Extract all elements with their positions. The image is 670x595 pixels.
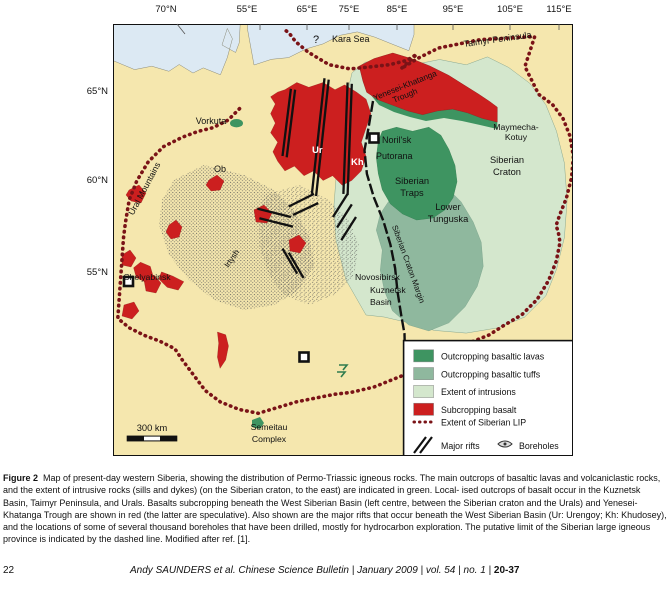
svg-text:115°E: 115°E bbox=[546, 4, 571, 15]
svg-text:70°N: 70°N bbox=[155, 4, 176, 15]
svg-text:95°E: 95°E bbox=[443, 4, 464, 15]
svg-text:75°E: 75°E bbox=[339, 4, 360, 15]
svg-text:85°E: 85°E bbox=[387, 4, 408, 15]
svg-text:105°E: 105°E bbox=[497, 4, 523, 15]
svg-text:55°N: 55°N bbox=[87, 267, 108, 278]
svg-text:60°N: 60°N bbox=[87, 175, 108, 186]
svg-text:55°E: 55°E bbox=[237, 4, 258, 15]
svg-text:65°N: 65°N bbox=[87, 86, 108, 97]
svg-text:65°E: 65°E bbox=[297, 4, 318, 15]
